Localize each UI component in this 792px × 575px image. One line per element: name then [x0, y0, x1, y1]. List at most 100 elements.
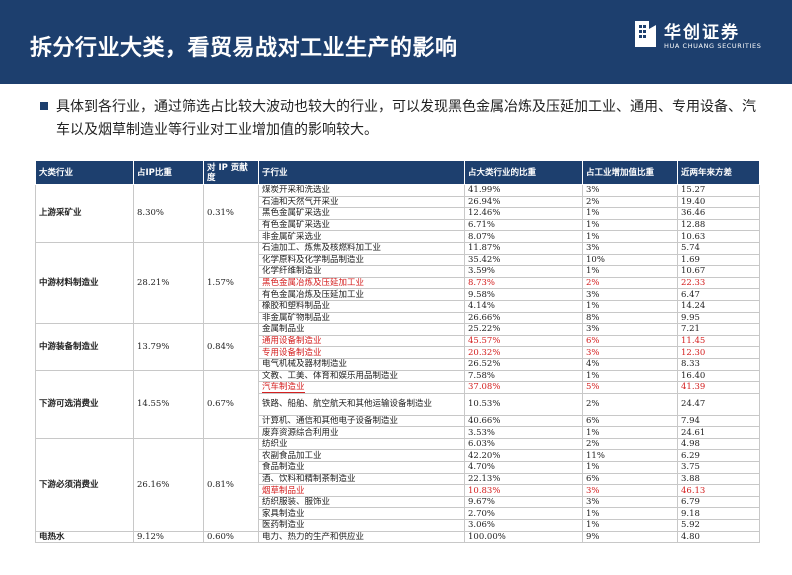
- share-in-category-cell: 3.59%: [464, 265, 583, 278]
- sub-industry-name: 食品制造业: [262, 462, 305, 473]
- variance-cell: 16.40: [677, 369, 760, 383]
- share-in-value-added-cell: 6%: [582, 334, 678, 348]
- sub-industry-name: 有色金属矿采选业: [262, 220, 331, 231]
- share-in-category-cell: 8.07%: [464, 230, 583, 243]
- table-row: 中游材料制造业 28.21% 1.57% 石油加工、炼焦及核燃料加工业 11.87% 3%…: [35, 241, 760, 325]
- share-in-category-cell: 37.08%: [464, 381, 583, 394]
- ip-contribution-cell: 1.57%: [203, 241, 259, 325]
- sub-industry-name: 煤炭开采和洗选业: [262, 185, 331, 196]
- sub-industry-cell: 废弃资源综合利用业: [258, 426, 465, 439]
- share-in-value-added-cell: 1%: [582, 461, 678, 474]
- summary-text: 具体到各行业，通过筛选占比较大波动也较大的行业，可以发现黑色金属冶炼及压延加工业…: [56, 99, 756, 138]
- share-in-category-cell: 22.13%: [464, 472, 583, 486]
- header-category: 大类行业: [35, 160, 134, 185]
- sub-industry-name: 纺织服装、服饰业: [262, 497, 331, 508]
- share-in-category-cell: 25.22%: [464, 323, 583, 336]
- header-share-in-category: 占大类行业的比重: [464, 160, 583, 185]
- sub-industry-cell: 烟草制品业: [258, 484, 465, 497]
- sub-industry-cell: 电力、热力的生产和供应业: [258, 530, 465, 544]
- share-in-value-added-cell: 1%: [582, 426, 678, 439]
- sub-industry-name: 通用设备制造业: [262, 336, 322, 347]
- share-in-value-added-cell: 4%: [582, 357, 678, 371]
- variance-cell: 5.92: [677, 519, 760, 532]
- logo-english-name: HUA CHUANG SECURITIES: [664, 42, 762, 50]
- sub-industry-name: 烟草制品业: [262, 485, 305, 496]
- table-row: 非金属矿物制品业 26.66% 8% 9.95: [36, 311, 760, 325]
- share-in-value-added-cell: 5%: [582, 381, 678, 394]
- ip-share-cell: 9.12%: [133, 530, 204, 544]
- sub-industry-name: 电气机械及器材制造业: [262, 359, 348, 370]
- sub-industry-cell: 电气机械及器材制造业: [258, 357, 465, 371]
- share-in-value-added-cell: 1%: [582, 265, 678, 278]
- share-in-value-added-cell: 3%: [582, 184, 678, 197]
- sub-industry-name: 医药制造业: [262, 520, 305, 531]
- variance-cell: 4.80: [677, 530, 760, 544]
- sub-industry-name: 橡胶和塑料制品业: [262, 301, 331, 312]
- category-cell: 中游材料制造业: [35, 241, 134, 325]
- table-row: 石油和天然气开采业 26.94% 2% 19.40: [36, 195, 760, 209]
- share-in-category-cell: 100.00%: [464, 530, 583, 544]
- variance-cell: 8.33: [677, 357, 760, 371]
- variance-cell: 4.98: [677, 437, 760, 451]
- bullet-square-icon: [40, 102, 48, 110]
- share-in-category-cell: 6.71%: [464, 218, 583, 232]
- sub-industry-cell: 农副食品加工业: [258, 449, 465, 463]
- category-cell: 下游可选消费业: [35, 369, 134, 439]
- sub-industry-cell: 非金属矿物制品业: [258, 311, 465, 325]
- share-in-value-added-cell: 1%: [582, 218, 678, 232]
- sub-industry-name: 非金属矿采选业: [262, 231, 322, 242]
- sub-industry-cell: 有色金属冶炼及压延加工业: [258, 288, 465, 301]
- sub-industry-name: 专用设备制造业: [262, 347, 322, 358]
- sub-industry-cell: 专用设备制造业: [258, 346, 465, 359]
- sub-industry-cell: 家具制造业: [258, 507, 465, 521]
- share-in-value-added-cell: 1%: [582, 230, 678, 243]
- sub-industry-name: 农副食品加工业: [262, 450, 322, 461]
- share-in-value-added-cell: 3%: [582, 323, 678, 336]
- sub-industry-cell: 汽车制造业: [258, 381, 465, 394]
- share-in-category-cell: 6.03%: [464, 437, 583, 451]
- sub-industry-cell: 文教、工美、体育和娱乐用品制造业: [258, 369, 465, 383]
- table-row: 有色金属冶炼及压延加工业 9.58% 3% 6.47: [36, 288, 760, 301]
- sub-industry-cell: 金属制品业: [258, 323, 465, 336]
- share-in-value-added-cell: 3%: [582, 495, 678, 509]
- share-in-category-cell: 41.99%: [464, 184, 583, 197]
- ip-share-cell: 14.55%: [133, 369, 204, 439]
- variance-cell: 46.13: [677, 484, 760, 497]
- share-in-category-cell: 9.58%: [464, 288, 583, 301]
- variance-cell: 12.30: [677, 346, 760, 359]
- share-in-category-cell: 3.53%: [464, 426, 583, 439]
- table-row: 下游必须消费业 26.16% 0.81% 纺织业 6.03% 2% 4.98: [35, 437, 760, 532]
- variance-cell: 15.27: [677, 184, 760, 197]
- table-row: 家具制造业 2.70% 1% 9.18: [36, 507, 760, 521]
- share-in-value-added-cell: 3%: [582, 288, 678, 301]
- sub-industry-cell: 黑色金属冶炼及压延加工业: [258, 276, 465, 290]
- sub-industry-cell: 食品制造业: [258, 461, 465, 474]
- sub-industry-name: 汽车制造业: [262, 382, 305, 393]
- share-in-category-cell: 7.58%: [464, 369, 583, 383]
- industry-table-container: 大类行业 占IP比重 对 IP 贡献度 子行业 占大类行业的比重 占工业增加值比…: [35, 160, 760, 544]
- share-in-value-added-cell: 9%: [582, 530, 678, 544]
- variance-cell: 10.63: [677, 230, 760, 243]
- share-in-category-cell: 40.66%: [464, 414, 583, 428]
- sub-industry-cell: 纺织业: [258, 437, 465, 451]
- share-in-category-cell: 11.87%: [464, 241, 583, 255]
- table-row: 中游装备制造业 13.79% 0.84% 金属制品业 25.22% 3% 7.21: [35, 323, 760, 371]
- variance-cell: 6.79: [677, 495, 760, 509]
- share-in-category-cell: 4.70%: [464, 461, 583, 474]
- share-in-value-added-cell: 8%: [582, 311, 678, 325]
- variance-cell: 11.45: [677, 334, 760, 348]
- ip-share-cell: 8.30%: [133, 184, 204, 243]
- share-in-category-cell: 8.73%: [464, 276, 583, 290]
- table-row: 上游采矿业 8.30% 0.31% 煤炭开采和洗选业 41.99% 3% 15.27: [35, 184, 760, 243]
- category-cell: 上游采矿业: [35, 184, 134, 243]
- sub-industry-name: 非金属矿物制品业: [262, 312, 331, 323]
- ip-share-cell: 13.79%: [133, 323, 204, 371]
- sub-industry-cell: 化学原料及化学制品制造业: [258, 253, 465, 267]
- variance-cell: 12.88: [677, 218, 760, 232]
- share-in-value-added-cell: 6%: [582, 472, 678, 486]
- variance-cell: 41.39: [677, 381, 760, 394]
- share-in-value-added-cell: 2%: [582, 392, 678, 416]
- variance-cell: 24.47: [677, 392, 760, 416]
- variance-cell: 24.61: [677, 426, 760, 439]
- ip-contribution-cell: 0.31%: [203, 184, 259, 243]
